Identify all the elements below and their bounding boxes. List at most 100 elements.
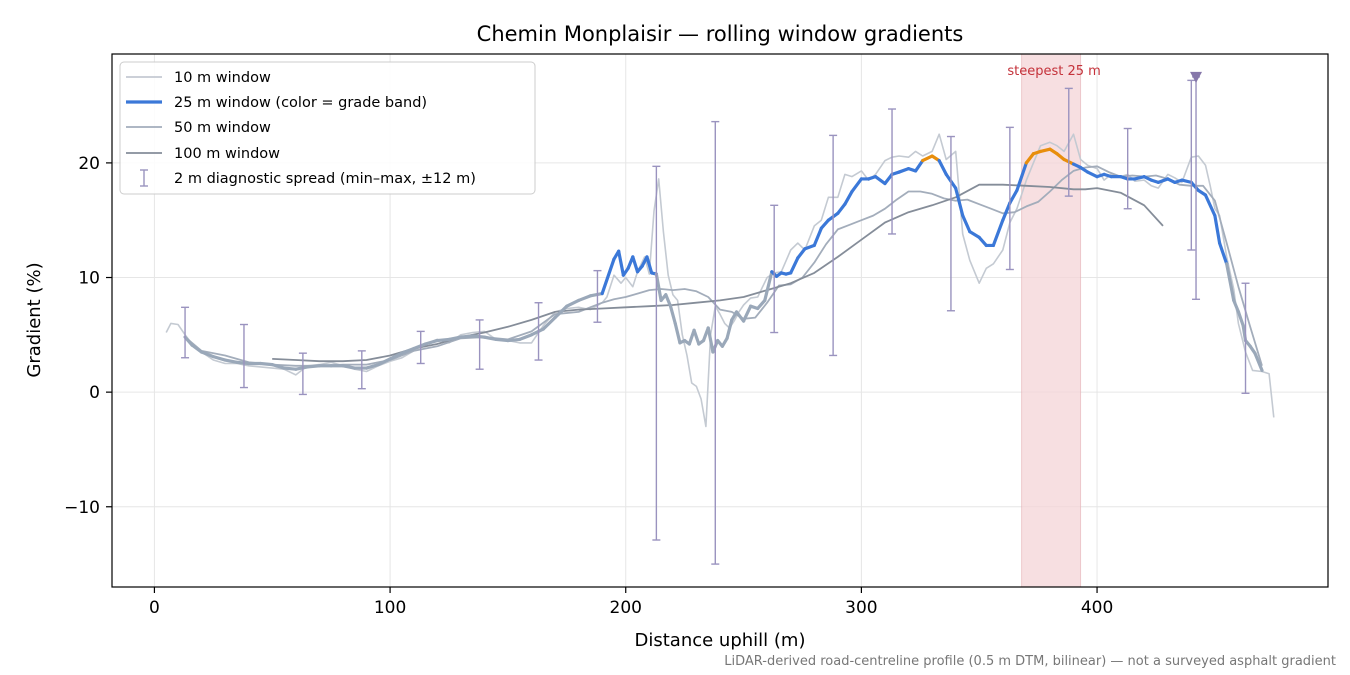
series-25m-window-segment bbox=[1008, 188, 1019, 205]
series-25m-window-segment bbox=[211, 355, 227, 362]
series-25m-window-segment bbox=[388, 351, 404, 361]
series-25m-window-segment bbox=[459, 334, 475, 339]
series-25m-window-segment bbox=[400, 346, 416, 355]
series-25m-window-segment bbox=[725, 318, 734, 340]
series-25m-window-segment bbox=[577, 294, 592, 303]
series-25m-window-segment bbox=[954, 186, 965, 218]
legend-swatch-spread bbox=[140, 169, 148, 187]
series-25m-window-segment bbox=[518, 333, 534, 342]
series-25m-window-segment bbox=[734, 310, 746, 323]
series-25m-window-segment bbox=[763, 270, 774, 303]
series-25m-window-segment bbox=[883, 172, 894, 186]
series-25m-window-segment bbox=[673, 321, 682, 345]
series-25m-window-segment bbox=[1189, 180, 1200, 193]
series-25m-window-segment bbox=[1156, 177, 1170, 184]
series-25m-window-segment bbox=[836, 202, 847, 215]
spread-bar bbox=[357, 350, 366, 390]
series-25m-window-segment bbox=[565, 298, 581, 308]
series-25m-window-segment bbox=[1015, 161, 1028, 193]
series-25m-window-segment bbox=[819, 218, 831, 230]
series-25m-window-segment bbox=[654, 272, 663, 303]
series-25m-window-segment bbox=[812, 226, 823, 248]
spread-bar bbox=[1241, 282, 1250, 394]
series-25m-window-segment bbox=[588, 291, 604, 298]
series-25m-window-segment bbox=[1133, 175, 1146, 181]
series-25m-window-segment bbox=[199, 350, 215, 359]
spread-bar bbox=[1187, 79, 1196, 251]
series-25m-window-segment bbox=[600, 257, 616, 296]
series-25m-window-segment bbox=[1213, 214, 1222, 245]
series-25m-window-segment bbox=[470, 334, 486, 339]
series-25m-window-segment bbox=[1225, 262, 1236, 303]
y-tick-label: 0 bbox=[89, 383, 100, 403]
series-25m-window-segment bbox=[258, 361, 274, 367]
legend-frame bbox=[119, 61, 536, 195]
series-25m-window-segment bbox=[553, 304, 569, 320]
series-25m-window-segment bbox=[282, 366, 298, 371]
series-25m-window-segment bbox=[968, 230, 981, 239]
spread-bar bbox=[593, 269, 602, 323]
series-25m-window-segment bbox=[506, 337, 522, 343]
series-25m-window-segment bbox=[961, 214, 972, 234]
series-25m-window-segment bbox=[1180, 178, 1193, 184]
plot-frame bbox=[111, 53, 1329, 588]
series-25m-window-segment bbox=[1038, 147, 1052, 154]
series-25m-window-segment bbox=[803, 243, 816, 251]
axis-ticks: 0 100 200 300 400 −10 0 10 20 bbox=[64, 154, 1113, 618]
series-25m-window-segment bbox=[756, 298, 767, 311]
series-25m-window-segment bbox=[1086, 170, 1099, 179]
series-25m-window-segment bbox=[1203, 193, 1217, 218]
y-tick-label: 20 bbox=[78, 154, 100, 174]
legend: 10 m window 25 m window (color = grade b… bbox=[119, 61, 536, 195]
series-100m-window bbox=[272, 183, 1164, 363]
x-tick-label: 0 bbox=[149, 598, 160, 618]
spread-bar bbox=[239, 323, 248, 389]
series-25m-window-segment bbox=[692, 328, 701, 346]
spread-bar bbox=[946, 135, 955, 312]
peak-marker-icon bbox=[1190, 71, 1203, 83]
x-axis-title: Distance uphill (m) bbox=[635, 630, 806, 651]
series-25m-window-segment bbox=[631, 255, 640, 274]
highlight-label: steepest 25 m bbox=[1007, 64, 1100, 79]
spread-bar bbox=[829, 134, 838, 357]
spread-bar bbox=[298, 352, 307, 396]
legend-label-50m: 50 m window bbox=[174, 120, 271, 136]
series-25m-window-segment bbox=[843, 189, 854, 206]
series-25m-window-segment bbox=[223, 358, 239, 364]
series-25m-window-segment bbox=[423, 338, 439, 346]
series-25m-window-segment bbox=[435, 337, 451, 343]
series-25m-window-segment bbox=[850, 177, 863, 194]
series-25m-window-segment bbox=[668, 304, 677, 325]
spread-bars bbox=[181, 76, 1250, 565]
series-25m-window-segment bbox=[1024, 152, 1036, 165]
x-tick-label: 300 bbox=[845, 598, 877, 618]
series-25m-window-segment bbox=[482, 335, 498, 342]
spread-bar bbox=[1064, 87, 1073, 197]
series-25m-window-segment bbox=[789, 256, 800, 275]
series-25m-window-segment bbox=[529, 327, 545, 337]
spread-bar bbox=[181, 306, 190, 359]
series-25m-window-segment bbox=[341, 364, 357, 370]
series-layer bbox=[165, 133, 1275, 428]
x-tick-label: 200 bbox=[610, 598, 642, 618]
spread-bar bbox=[652, 165, 661, 541]
series-25m-window-segment bbox=[796, 247, 807, 260]
series-25m-window-segment bbox=[294, 365, 310, 371]
series-25m-window-segment bbox=[376, 357, 392, 367]
series-25m-window-segment bbox=[1236, 310, 1245, 328]
x-tick-label: 400 bbox=[1081, 598, 1113, 618]
y-axis-title: Gradient (%) bbox=[24, 262, 45, 377]
series-25m-window-segment bbox=[977, 235, 988, 248]
series-25m-window-segment bbox=[305, 364, 321, 369]
series-25m-window-segment bbox=[873, 175, 887, 186]
footnote: LiDAR-derived road-centreline profile (0… bbox=[724, 654, 1336, 669]
x-tick-label: 100 bbox=[374, 598, 406, 618]
legend-label-spread: 2 m diagnostic spread (min–max, ±12 m) bbox=[174, 171, 476, 187]
series-25m-window-segment bbox=[364, 363, 380, 370]
spread-bar bbox=[1123, 127, 1132, 210]
series-25m-window-segment bbox=[1232, 298, 1241, 314]
series-25m-window-segment bbox=[1001, 201, 1012, 222]
series-25m-window-segment bbox=[921, 154, 934, 163]
y-tick-label: −10 bbox=[64, 498, 100, 518]
